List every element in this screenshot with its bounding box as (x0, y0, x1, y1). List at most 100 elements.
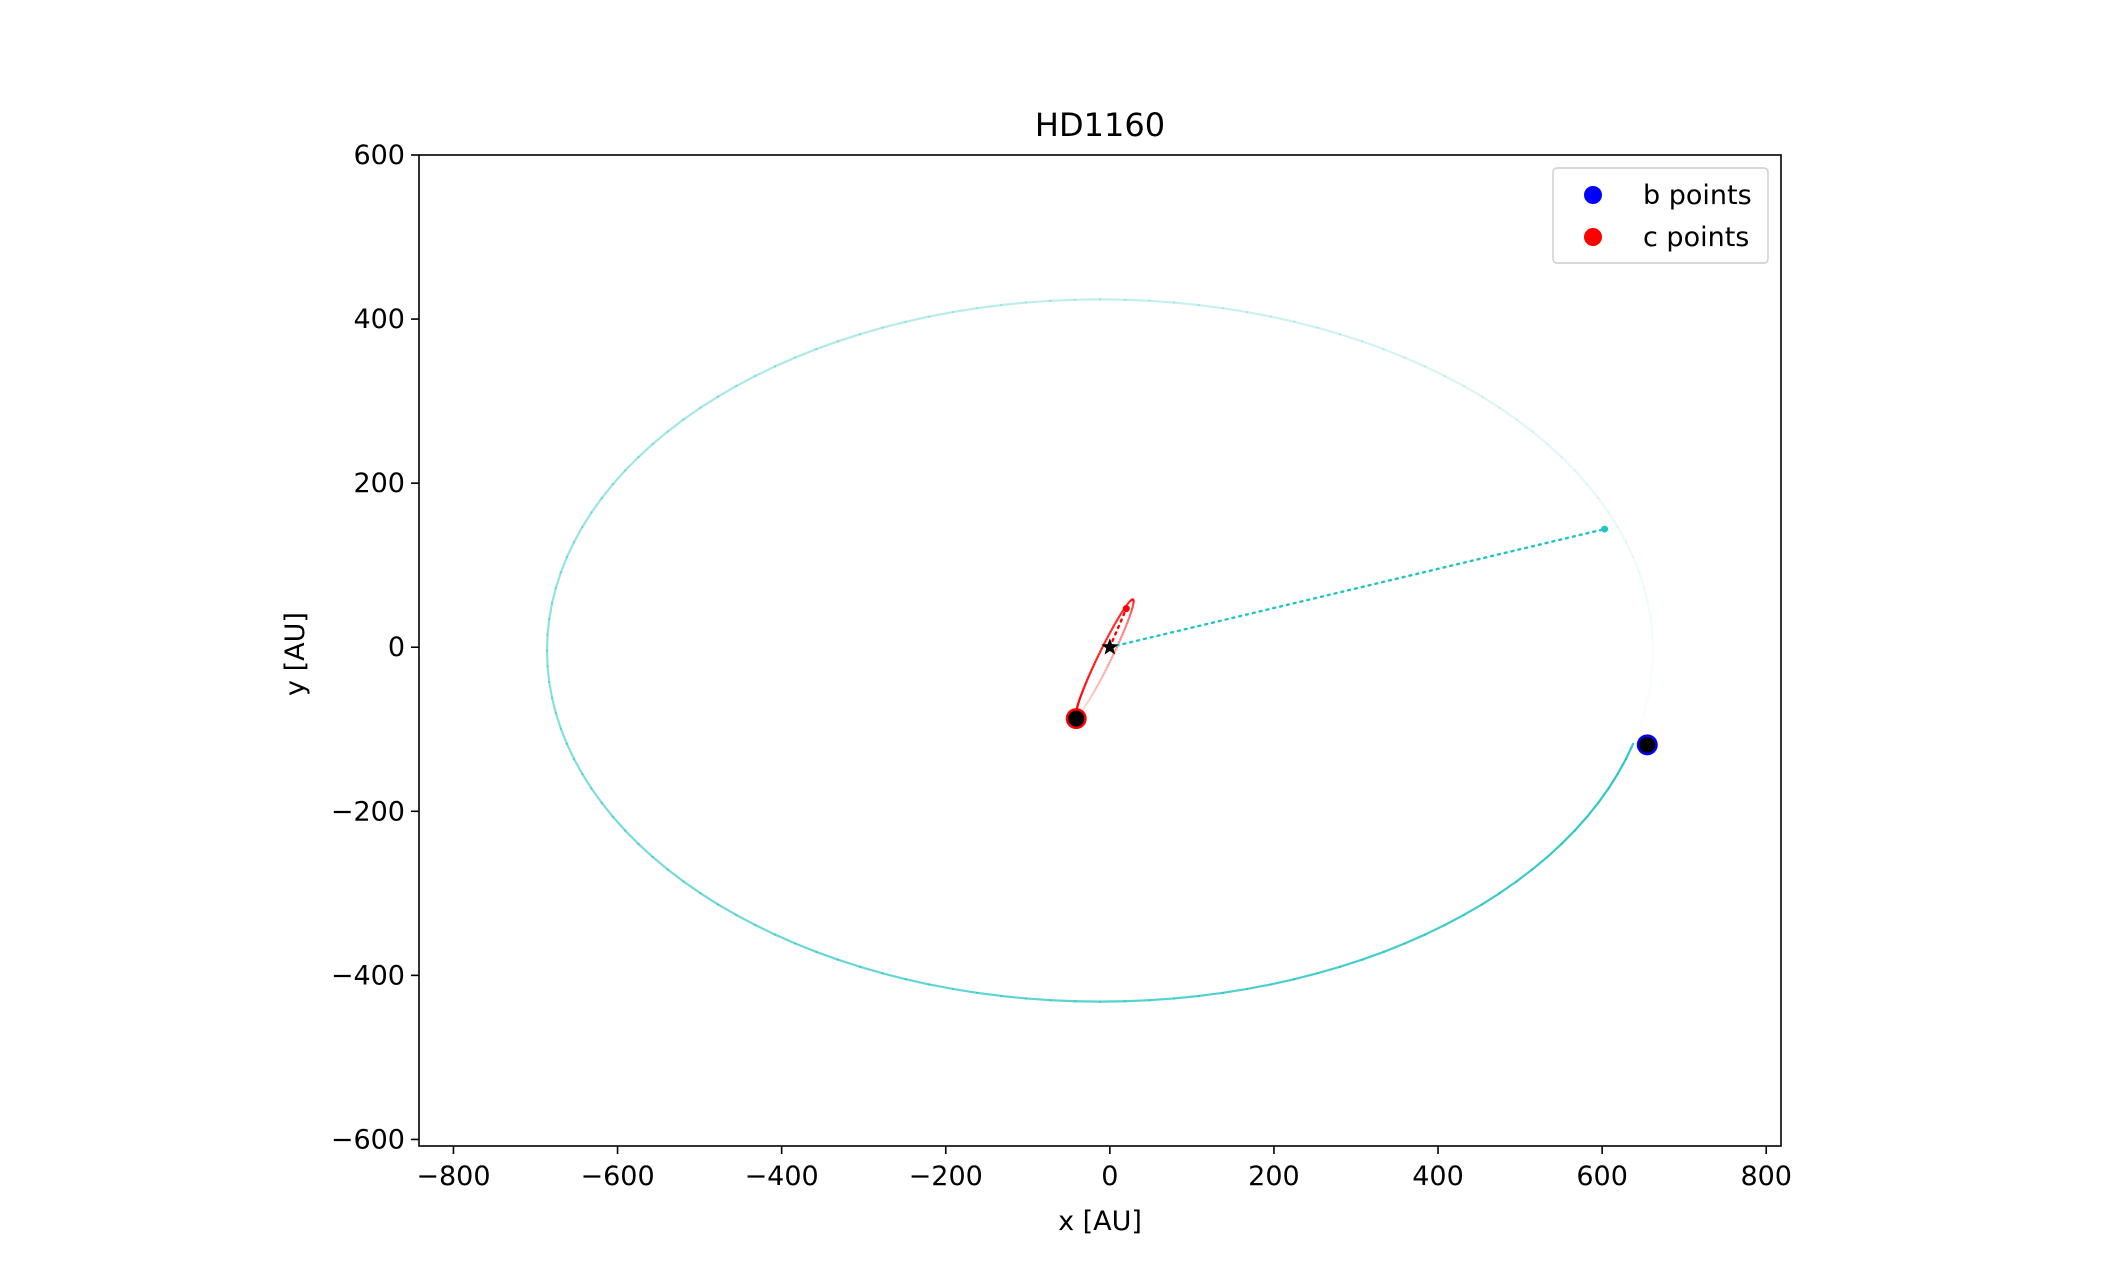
orbit-segment-0 (611, 815, 627, 832)
orbit-segment-0 (554, 712, 562, 730)
orbit-segment-1 (1096, 681, 1101, 686)
orbit-segment-0 (545, 633, 549, 652)
orbit-segment-1 (1129, 599, 1133, 602)
orbit-segment-1 (1113, 648, 1117, 654)
orbit-segment-1 (1120, 633, 1124, 639)
orbit-segment-1 (1119, 635, 1123, 641)
orbit-segment-1 (1118, 638, 1122, 644)
y-tick-label: 600 (353, 140, 405, 171)
orbit-segment-1 (1125, 620, 1129, 625)
y-tick-label: −200 (331, 796, 405, 827)
x-tick-label: −800 (416, 1161, 490, 1192)
orbit-segment-1 (1085, 701, 1089, 705)
orbit-segment-1 (1090, 692, 1095, 697)
orbit-segment-1 (1125, 622, 1129, 627)
orbit-segment-1 (1093, 687, 1097, 693)
orbit-segment-0 (572, 757, 584, 775)
orbit-segment-0 (1638, 571, 1646, 589)
orbit-segment-1 (1127, 616, 1131, 621)
orbit-segment-0 (1443, 913, 1465, 927)
orbit-segment-1 (1110, 653, 1115, 659)
y-tick-label: 400 (353, 304, 405, 335)
orbit-segment-0 (559, 727, 569, 746)
orbit-segment-0 (1616, 757, 1628, 775)
orbit-segment-0 (1423, 923, 1446, 936)
orbit-segment-0 (1293, 320, 1319, 329)
orbit-segment-0 (666, 418, 685, 433)
orbit-segment-0 (1481, 395, 1501, 409)
orbit-segment-0 (1481, 892, 1501, 906)
orbit-segment-0 (1560, 829, 1576, 846)
orbit-segment-0 (904, 978, 931, 986)
orbit-segment-0 (682, 880, 702, 895)
orbit-segment-0 (975, 303, 1003, 310)
orbit-segment-0 (1462, 384, 1484, 398)
orbit-segment-0 (1246, 983, 1272, 991)
orbit-segment-0 (1316, 965, 1342, 975)
orbit-segment-1 (1107, 661, 1111, 667)
orbit-segment-0 (773, 356, 797, 368)
orbit-segment-0 (554, 571, 562, 589)
orbit-segment-0 (1403, 356, 1427, 368)
orbit-segment-0 (637, 842, 654, 858)
orbit-segment-0 (1498, 880, 1518, 895)
orbit-segment-1 (1129, 609, 1133, 614)
orbit-segment-1 (1104, 666, 1109, 672)
orbit-segment-1 (1088, 695, 1093, 700)
orbit-segment-0 (1585, 801, 1600, 818)
orbit-segment-0 (1024, 299, 1052, 304)
orbit-segment-0 (1597, 497, 1610, 514)
position-marker-0 (1601, 525, 1609, 533)
y-tick-label: −600 (331, 1124, 405, 1155)
orbit-segment-0 (1607, 772, 1619, 790)
orbit-segment-0 (735, 374, 757, 388)
orbit-segment-0 (1382, 347, 1406, 359)
orbit-segment-0 (651, 855, 669, 871)
orbit-segment-1 (1087, 697, 1091, 702)
legend-marker (1584, 186, 1602, 204)
orbit-segment-0 (836, 958, 862, 968)
orbit-segment-0 (1616, 526, 1628, 544)
orbit-segment-0 (858, 965, 884, 975)
orbit-segment-0 (1651, 633, 1655, 652)
orbit-segment-0 (716, 384, 738, 398)
orbit-segment-1 (1108, 658, 1112, 664)
orbit-segment-0 (836, 333, 862, 343)
orbit-segment-1 (1081, 707, 1085, 712)
orbit-segment-0 (581, 772, 593, 790)
orbit-segment-0 (928, 983, 954, 991)
orbit-segment-0 (550, 586, 557, 605)
orbit-segment-0 (565, 742, 576, 761)
orbit-segment-0 (637, 443, 654, 459)
orbit-segment-0 (754, 365, 777, 378)
orbit-segment-0 (815, 340, 840, 351)
position-marker-1 (1122, 605, 1130, 613)
orbit-segment-0 (1049, 999, 1077, 1003)
orbit-segment-0 (590, 497, 603, 514)
chart-title: HD1160 (1035, 106, 1165, 144)
orbit-segment-1 (1082, 705, 1086, 710)
separation-line-1 (1108, 607, 1128, 649)
orbit-segment-0 (590, 787, 603, 804)
orbit-segment-1 (1103, 669, 1107, 674)
orbit-segment-1 (1084, 702, 1088, 707)
orbit-segment-0 (1269, 315, 1296, 323)
orbit-segment-0 (699, 395, 719, 409)
orbit-segment-0 (666, 868, 685, 883)
orbit-segment-0 (794, 347, 818, 359)
data-point-center-1 (1068, 710, 1085, 727)
orbit-segment-0 (1423, 365, 1446, 378)
orbit-segment-0 (1607, 511, 1619, 529)
x-tick-label: 200 (1248, 1161, 1300, 1192)
orbit-segment-0 (815, 950, 840, 961)
orbit-segment-1 (1128, 612, 1132, 617)
orbit-segment-0 (1546, 842, 1563, 858)
orbit-segment-0 (1585, 483, 1600, 500)
orbit-segment-0 (1546, 443, 1563, 459)
orbit-segment-0 (546, 665, 551, 684)
x-tick-label: 0 (1101, 1161, 1118, 1192)
plot-area (545, 298, 1658, 1003)
orbit-segment-0 (1000, 301, 1027, 307)
